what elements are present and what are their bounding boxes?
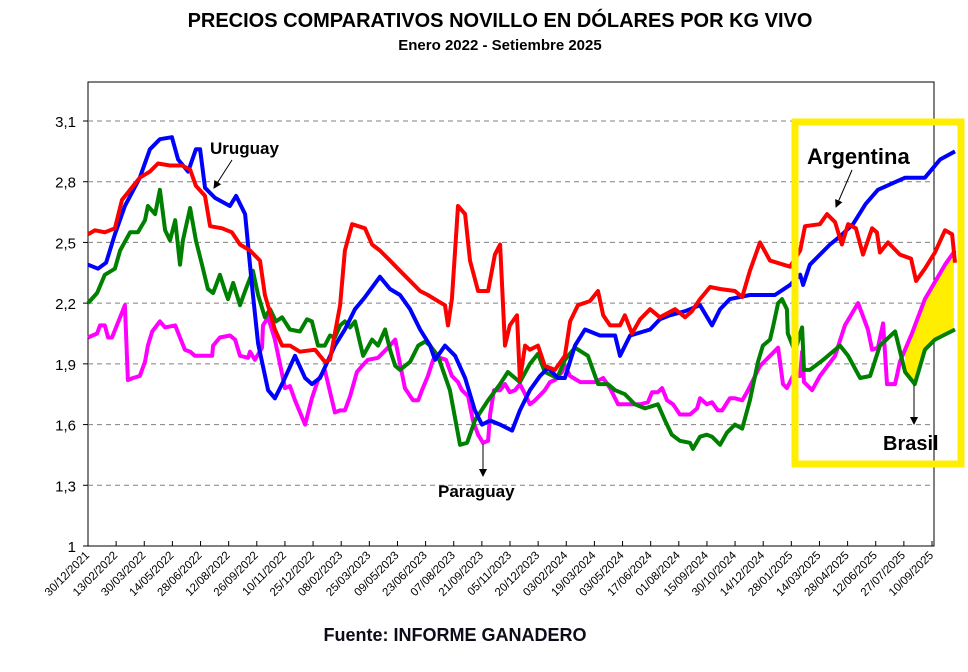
y-tick-label: 2,2 (55, 296, 76, 313)
label-paraguay: Paraguay (438, 482, 515, 501)
arrow-uruguay (213, 159, 233, 189)
label-uruguay: Uruguay (210, 139, 280, 158)
y-axis: 1 1,3 1,6 1,9 2,2 2,5 2,8 3,1 (55, 114, 88, 556)
series-line-paraguay (87, 249, 957, 445)
highlight-area (905, 252, 954, 385)
series-line-uruguay (87, 135, 956, 433)
arrow-argentina (835, 169, 853, 208)
chart-subtitle: Enero 2022 - Setiembre 2025 (398, 37, 602, 54)
label-argentina: Argentina (807, 144, 910, 169)
y-tick-label: 1,3 (55, 478, 76, 495)
highlight-fill (905, 252, 954, 385)
source-note: Fuente: INFORME GANADERO (323, 625, 587, 645)
series-line-argentina (87, 161, 957, 382)
y-tick-label: 2,8 (55, 175, 76, 192)
y-tick-label: 3,1 (55, 114, 76, 131)
series-line-brasil (86, 187, 956, 451)
x-axis: 30/12/202113/02/202230/03/202214/05/2022… (43, 541, 936, 599)
y-tick-label: 1,6 (55, 418, 76, 435)
label-brasil: Brasil (883, 433, 939, 455)
y-tick-label: 1,9 (55, 357, 76, 374)
chart-title: PRECIOS COMPARATIVOS NOVILLO EN DÓLARES … (187, 10, 813, 32)
y-tick-label: 2,5 (55, 235, 76, 252)
series-lines (86, 135, 957, 451)
annotations: Uruguay Argentina Paraguay Brasil (210, 139, 939, 501)
y-tick-label: 1 (68, 539, 76, 556)
highlight-box (791, 118, 965, 468)
